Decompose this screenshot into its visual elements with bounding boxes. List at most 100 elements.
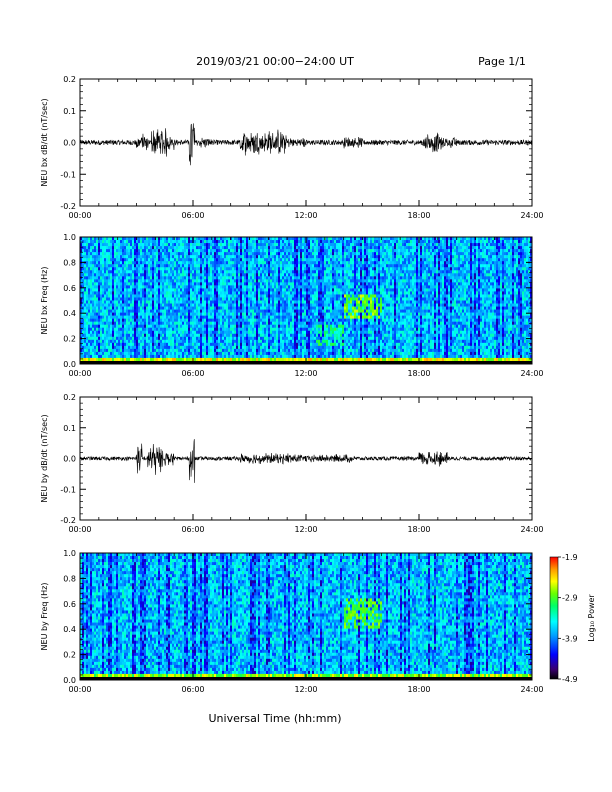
spectrogram-cell xyxy=(166,279,168,282)
spectrogram-cell xyxy=(92,255,94,258)
spectrogram-cell xyxy=(266,319,268,322)
spectrogram-cell xyxy=(210,270,212,273)
spectrogram-cell xyxy=(126,304,128,307)
spectrogram-cell xyxy=(206,258,208,261)
spectrogram-cell xyxy=(102,270,104,273)
spectrogram-cell xyxy=(164,319,166,322)
spectrogram-cell xyxy=(308,279,310,282)
spectrogram-cell xyxy=(228,255,230,258)
spectrogram-cell xyxy=(188,294,190,297)
spectrogram-cell xyxy=(138,285,140,288)
spectrogram-cell xyxy=(166,352,168,355)
spectrogram-cell xyxy=(292,349,294,352)
spectrogram-cell xyxy=(164,240,166,243)
spectrogram-cell xyxy=(196,340,198,343)
spectrogram-cell xyxy=(154,307,156,310)
spectrogram-cell xyxy=(180,270,182,273)
spectrogram-cell xyxy=(194,246,196,249)
spectrogram-cell xyxy=(178,243,180,246)
spectrogram-cell xyxy=(136,355,138,358)
spectrogram-cell xyxy=(196,328,198,331)
spectrogram-cell xyxy=(134,346,136,349)
spectrogram-cell xyxy=(286,258,288,261)
spectrogram-cell xyxy=(208,304,210,307)
spectrogram-cell xyxy=(186,252,188,255)
spectrogram-cell xyxy=(278,282,280,285)
spectrogram-cell xyxy=(102,288,104,291)
spectrogram-cell xyxy=(308,346,310,349)
spectrogram-cell xyxy=(278,346,280,349)
spectrogram-cell xyxy=(128,264,130,267)
spectrogram-cell xyxy=(296,249,298,252)
spectrogram-cell xyxy=(248,273,250,276)
spectrogram-cell xyxy=(120,264,122,267)
spectrogram-cell xyxy=(170,352,172,355)
spectrogram-cell xyxy=(88,316,90,319)
spectrogram-cell xyxy=(178,279,180,282)
spectrogram-cell xyxy=(88,328,90,331)
spectrogram-cell xyxy=(164,358,166,361)
spectrogram-cell xyxy=(308,343,310,346)
spectrogram-cell xyxy=(156,337,158,340)
spectrogram-cell xyxy=(296,307,298,310)
spectrogram-cell xyxy=(150,264,152,267)
spectrogram-cell xyxy=(242,322,244,325)
spectrogram-cell xyxy=(112,319,114,322)
spectrogram-cell xyxy=(296,355,298,358)
spectrogram-cell xyxy=(98,258,100,261)
spectrogram-cell xyxy=(206,331,208,334)
spectrogram-cell xyxy=(110,243,112,246)
spectrogram-cell xyxy=(116,243,118,246)
spectrogram-cell xyxy=(168,297,170,300)
spectrogram-cell xyxy=(116,316,118,319)
spectrogram-cell xyxy=(246,313,248,316)
spectrogram-cell xyxy=(96,279,98,282)
spectrogram-cell xyxy=(166,267,168,270)
spectrogram-cell xyxy=(194,310,196,313)
spectrogram-cell xyxy=(136,358,138,361)
spectrogram-cell xyxy=(244,358,246,361)
spectrogram-cell xyxy=(308,291,310,294)
spectrogram-cell xyxy=(232,240,234,243)
spectrogram-cell xyxy=(214,297,216,300)
spectrogram-cell xyxy=(264,243,266,246)
spectrogram-cell xyxy=(86,334,88,337)
spectrogram-cell xyxy=(116,276,118,279)
spectrogram-cell xyxy=(168,316,170,319)
spectrogram-cell xyxy=(88,267,90,270)
spectrogram-cell xyxy=(222,304,224,307)
spectrogram-cell xyxy=(90,325,92,328)
spectrogram-cell xyxy=(122,319,124,322)
spectrogram-cell xyxy=(270,279,272,282)
spectrogram-cell xyxy=(148,258,150,261)
spectrogram-cell xyxy=(120,297,122,300)
spectrogram-cell xyxy=(212,297,214,300)
spectrogram-cell xyxy=(196,352,198,355)
spectrogram-cell xyxy=(240,346,242,349)
spectrogram-cell xyxy=(206,270,208,273)
spectrogram-cell xyxy=(182,252,184,255)
spectrogram-cell xyxy=(170,325,172,328)
spectrogram-cell xyxy=(202,294,204,297)
spectrogram-cell xyxy=(284,261,286,264)
spectrogram-cell xyxy=(154,294,156,297)
spectrogram-cell xyxy=(244,288,246,291)
spectrogram-cell xyxy=(224,325,226,328)
spectrogram-cell xyxy=(128,328,130,331)
spectrogram-cell xyxy=(300,346,302,349)
spectrogram-cell xyxy=(194,301,196,304)
spectrogram-cell xyxy=(260,337,262,340)
spectrogram-cell xyxy=(188,288,190,291)
spectrogram-cell xyxy=(206,328,208,331)
spectrogram-cell xyxy=(140,331,142,334)
spectrogram-cell xyxy=(130,294,132,297)
spectrogram-cell xyxy=(246,270,248,273)
spectrogram-cell xyxy=(284,288,286,291)
spectrogram-cell xyxy=(184,264,186,267)
spectrogram-cell xyxy=(270,319,272,322)
spectrogram-cell xyxy=(166,310,168,313)
spectrogram-cell xyxy=(132,352,134,355)
spectrogram-cell xyxy=(194,307,196,310)
spectrogram-cell xyxy=(192,316,194,319)
spectrogram-cell xyxy=(124,316,126,319)
